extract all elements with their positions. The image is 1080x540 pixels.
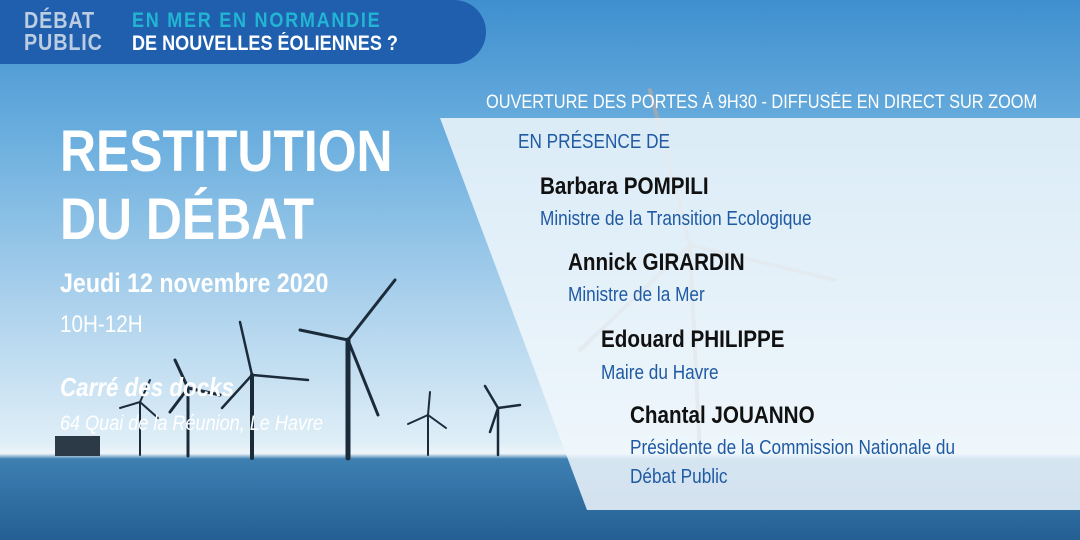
speaker-role: Présidente de la Commission Nationale du [630, 437, 956, 459]
speaker-role: Ministre de la Transition Ecologique [540, 208, 812, 230]
header-subtitle: EN MER EN NORMANDIE [132, 9, 382, 32]
presence-label: EN PRÉSENCE DE [518, 131, 670, 153]
event-address: 64 Quai de la Réunion, Le Havre [60, 412, 324, 435]
header-title: DE NOUVELLES ÉOLIENNES ? [132, 32, 398, 55]
header-banner [0, 0, 486, 64]
speaker-role: Maire du Havre [601, 362, 719, 384]
debat-public-logo: DÉBAT PUBLIC [24, 7, 103, 55]
speaker-role-continued: Débat Public [630, 466, 728, 488]
speaker-name: Barbara POMPILI [540, 173, 709, 200]
event-venue: Carré des docks [60, 372, 235, 402]
speaker-name: Chantal JOUANNO [630, 402, 815, 429]
speaker-name: Edouard PHILIPPE [601, 326, 785, 353]
speaker-role: Ministre de la Mer [568, 284, 705, 306]
event-title-line1: RESTITUTION [60, 119, 393, 184]
event-time: 10H-12H [60, 311, 143, 338]
event-date: Jeudi 12 novembre 2020 [60, 268, 329, 298]
doors-opening-banner: OUVERTURE DES PORTES À 9H30 - DIFFUSÉE E… [486, 92, 1038, 113]
speaker-name: Annick GIRARDIN [568, 249, 745, 276]
event-title-line2: DU DÉBAT [60, 187, 315, 252]
